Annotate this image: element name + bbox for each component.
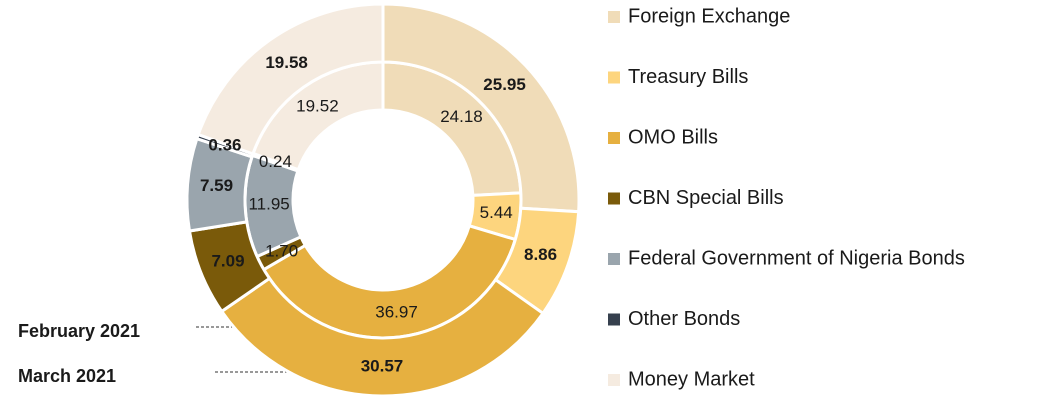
legend-label: Treasury Bills [628,66,748,88]
value-label: 24.18 [440,107,483,126]
legend-label: OMO Bills [628,126,718,148]
legend-swatch [608,132,620,144]
value-label: 36.97 [375,303,418,322]
value-label: 30.57 [361,356,404,375]
legend-swatch [608,253,620,265]
donut-slice [196,2,385,156]
value-label: 11.95 [248,195,289,214]
legend-label: Federal Government of Nigeria Bonds [628,247,965,269]
value-label: 19.52 [296,96,339,115]
legend-label: Foreign Exchange [628,5,790,27]
value-label: 7.59 [200,176,233,195]
donut-slice [219,276,546,398]
series-label: February 2021 [18,321,140,341]
legend-swatch [608,313,620,326]
legend-swatch [608,374,620,386]
value-label: 5.44 [480,203,513,222]
legend-swatch [608,71,620,84]
value-label: 8.86 [524,245,557,264]
value-label: 0.36 [208,135,241,154]
legend-swatch [608,192,620,205]
legend-swatch [608,11,620,23]
value-label: 19.58 [265,53,308,72]
value-label: 0.24 [259,152,292,171]
donut-slice [381,2,581,214]
legend-label: Other Bonds [628,308,740,330]
value-label: 1.70 [265,242,298,261]
legend-label: Money Market [628,368,755,390]
value-label: 7.09 [211,252,244,271]
series-label: March 2021 [18,366,116,386]
value-label: 25.95 [483,75,526,94]
legend-label: CBN Special Bills [628,187,784,209]
